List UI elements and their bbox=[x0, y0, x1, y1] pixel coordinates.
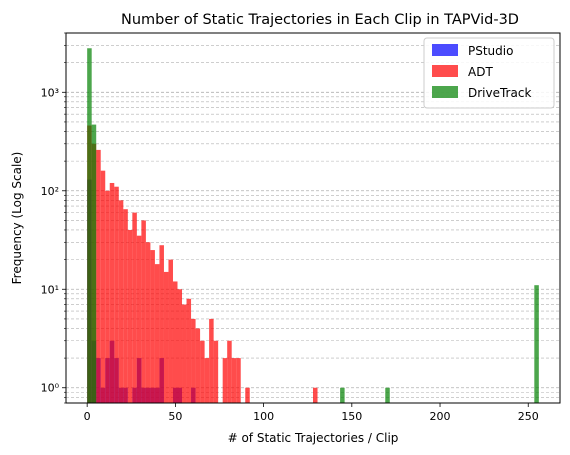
y-tick-label: 10⁰ bbox=[41, 382, 60, 395]
bar bbox=[222, 358, 228, 403]
bar bbox=[177, 289, 183, 403]
x-tick-label: 250 bbox=[518, 410, 539, 423]
bar bbox=[204, 358, 210, 403]
bar bbox=[231, 358, 237, 403]
bar bbox=[385, 387, 390, 403]
bar bbox=[109, 182, 115, 403]
bar bbox=[123, 209, 128, 403]
x-tick-label: 150 bbox=[341, 410, 362, 423]
legend-label: ADT bbox=[468, 65, 493, 79]
bar bbox=[182, 304, 187, 403]
bar bbox=[114, 186, 119, 403]
bar bbox=[105, 190, 110, 403]
bar bbox=[127, 229, 133, 403]
bar bbox=[172, 281, 178, 403]
legend-swatch bbox=[432, 44, 458, 56]
bar bbox=[154, 264, 160, 403]
y-axis-ticks: 10⁰ 10¹ 10² 10³ bbox=[41, 32, 66, 404]
bar bbox=[213, 340, 219, 403]
bar bbox=[245, 387, 250, 403]
y-tick-label: 10² bbox=[41, 185, 59, 198]
bar bbox=[132, 212, 137, 403]
bar bbox=[209, 318, 214, 403]
bar bbox=[87, 48, 92, 403]
bar bbox=[150, 250, 155, 403]
bar bbox=[313, 387, 318, 403]
x-tick-label: 100 bbox=[253, 410, 274, 423]
bar bbox=[145, 242, 151, 403]
bar bbox=[163, 271, 169, 403]
bar bbox=[100, 170, 106, 403]
legend-swatch bbox=[432, 86, 458, 98]
bar bbox=[91, 124, 97, 403]
bar bbox=[191, 318, 196, 403]
bar bbox=[227, 340, 232, 403]
y-axis-label: Frequency (Log Scale) bbox=[10, 152, 24, 285]
chart-title: Number of Static Trajectories in Each Cl… bbox=[121, 12, 519, 28]
series-adt bbox=[87, 125, 318, 403]
plot-frame bbox=[65, 32, 561, 404]
series-drivetrack bbox=[87, 48, 539, 403]
y-tick-label: 10³ bbox=[41, 86, 59, 99]
bar bbox=[168, 259, 173, 403]
x-axis-ticks: 0 50 100 150 200 250 bbox=[84, 403, 539, 423]
bar bbox=[195, 328, 201, 403]
legend-label: PStudio bbox=[468, 44, 513, 58]
x-tick-label: 50 bbox=[168, 410, 182, 423]
legend-swatch bbox=[432, 65, 458, 77]
x-tick-label: 0 bbox=[84, 410, 91, 423]
x-axis-label: # of Static Trajectories / Clip bbox=[228, 431, 399, 445]
bar bbox=[200, 340, 205, 403]
bar bbox=[236, 358, 241, 403]
y-tick-label: 10¹ bbox=[41, 283, 59, 296]
bar bbox=[186, 298, 192, 403]
bar bbox=[96, 149, 101, 403]
bar bbox=[118, 200, 124, 403]
histogram-bars bbox=[87, 48, 539, 403]
bar bbox=[159, 245, 164, 403]
legend-label: DriveTrack bbox=[468, 86, 531, 100]
bar bbox=[136, 235, 142, 403]
bar bbox=[340, 387, 345, 403]
bar bbox=[534, 285, 539, 403]
x-tick-label: 200 bbox=[430, 410, 451, 423]
bar bbox=[141, 220, 146, 403]
legend: PStudio ADT DriveTrack bbox=[423, 37, 555, 109]
